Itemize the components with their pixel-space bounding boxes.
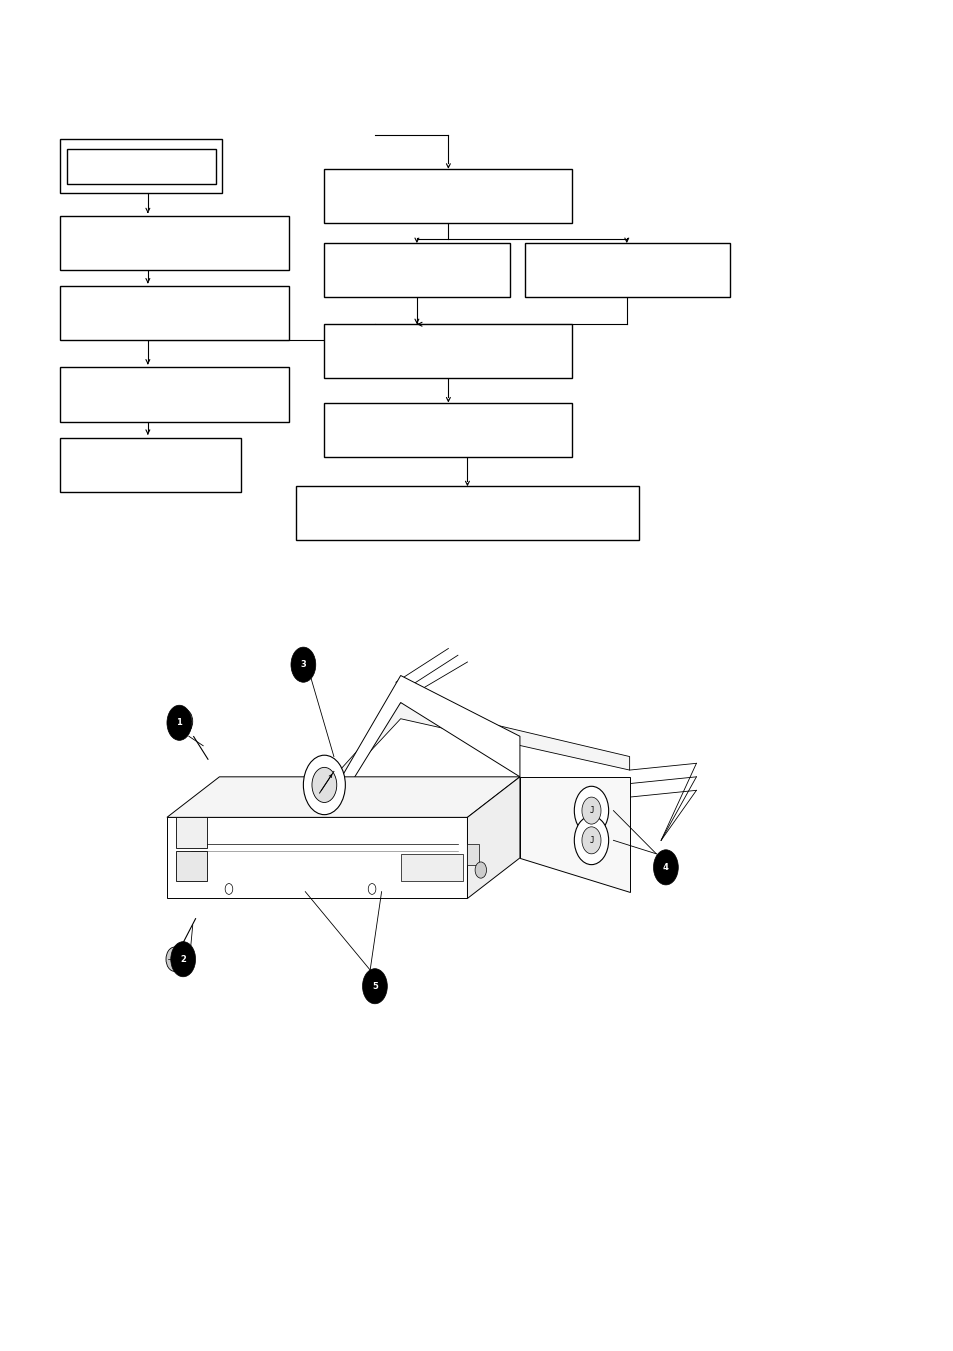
Bar: [324, 403, 572, 457]
Text: 4: 4: [662, 863, 668, 871]
Circle shape: [581, 797, 600, 824]
Bar: [67, 149, 215, 184]
Text: 2: 2: [180, 955, 186, 963]
Bar: [60, 367, 289, 422]
Circle shape: [225, 884, 233, 894]
Bar: [324, 169, 572, 223]
Text: J: J: [589, 836, 593, 844]
Circle shape: [362, 969, 387, 1004]
Bar: [524, 243, 729, 297]
Circle shape: [475, 862, 486, 878]
Bar: [324, 324, 572, 378]
Polygon shape: [519, 777, 629, 892]
Text: J: J: [589, 807, 593, 815]
Circle shape: [291, 647, 315, 682]
Circle shape: [581, 827, 600, 854]
Bar: [467, 844, 478, 865]
Text: 1: 1: [176, 719, 182, 727]
Text: 3: 3: [300, 661, 306, 669]
Bar: [60, 286, 289, 340]
Circle shape: [303, 755, 345, 815]
Circle shape: [167, 705, 192, 740]
Polygon shape: [167, 777, 519, 817]
Circle shape: [368, 884, 375, 894]
Polygon shape: [467, 777, 519, 898]
Bar: [60, 216, 289, 270]
Bar: [176, 817, 207, 848]
Bar: [295, 486, 639, 540]
Polygon shape: [334, 703, 629, 790]
Bar: [324, 243, 510, 297]
Text: 5: 5: [372, 982, 377, 990]
Bar: [60, 139, 222, 193]
Polygon shape: [167, 817, 467, 898]
Circle shape: [312, 767, 336, 802]
Bar: [60, 438, 241, 492]
Circle shape: [175, 709, 193, 734]
Circle shape: [574, 786, 608, 835]
Circle shape: [653, 850, 678, 885]
Bar: [176, 851, 207, 881]
Polygon shape: [334, 676, 519, 811]
Circle shape: [166, 947, 183, 971]
Bar: [400, 854, 462, 881]
Circle shape: [171, 942, 195, 977]
Circle shape: [574, 816, 608, 865]
